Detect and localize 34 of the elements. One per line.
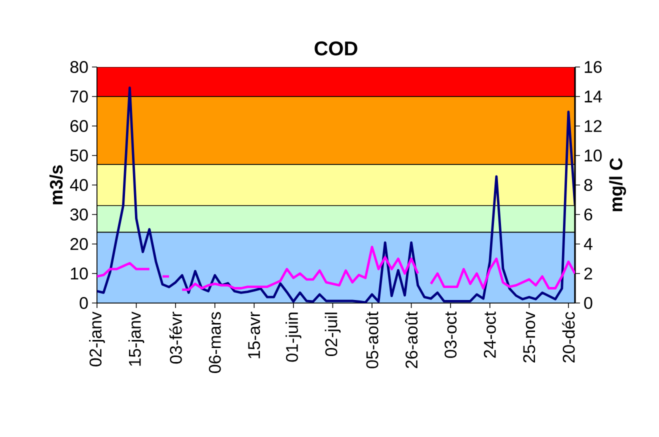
y2-tick-label: 2 bbox=[584, 268, 592, 280]
x-tick-label: 25-nov bbox=[523, 312, 536, 362]
y-tick-label: 80 bbox=[70, 61, 88, 74]
x-tick-label: 02-juil bbox=[324, 312, 341, 356]
x-tick-label: 05-août bbox=[366, 312, 378, 368]
y2-tick-label: 12 bbox=[584, 120, 602, 132]
x-tick-label: 26-août bbox=[405, 312, 418, 368]
x-tick-label: 20-déc bbox=[562, 312, 575, 362]
y2-tick-label: 4 bbox=[584, 238, 592, 250]
chart-title: COD bbox=[314, 41, 358, 56]
y-tick-label: 60 bbox=[70, 120, 88, 132]
x-tick-label: 03-févr bbox=[169, 312, 182, 364]
x-tick-label: 06-mars bbox=[208, 312, 221, 373]
y2-tick-label: 10 bbox=[584, 150, 602, 162]
y-tick-label: 0 bbox=[80, 297, 88, 309]
x-tick-label: 15-janv bbox=[128, 312, 144, 366]
y-axis-title: m3/s bbox=[49, 165, 63, 204]
y2-tick-label: 14 bbox=[584, 90, 602, 102]
y2-tick-label: 16 bbox=[584, 60, 602, 73]
y2-axis-title: mg/l C bbox=[609, 158, 626, 212]
x-tick-label: 15-avr bbox=[248, 312, 260, 358]
y2-tick-label: 8 bbox=[584, 179, 592, 191]
y-tick-label: 50 bbox=[70, 150, 88, 162]
x-tick-label: 01-juin bbox=[286, 312, 302, 362]
x-tick-label: 03-oct bbox=[444, 312, 457, 358]
y-tick-label: 70 bbox=[70, 90, 88, 103]
y-tick-label: 10 bbox=[70, 268, 88, 280]
x-tick-label: 24-oct bbox=[484, 312, 496, 358]
y2-tick-label: 6 bbox=[584, 208, 592, 220]
y-tick-label: 30 bbox=[70, 208, 88, 221]
x-tick-label: 02-janv bbox=[89, 312, 105, 366]
y-tick-label: 20 bbox=[70, 238, 88, 250]
y-tick-label: 40 bbox=[70, 179, 88, 192]
y2-tick-label: 0 bbox=[584, 297, 592, 309]
